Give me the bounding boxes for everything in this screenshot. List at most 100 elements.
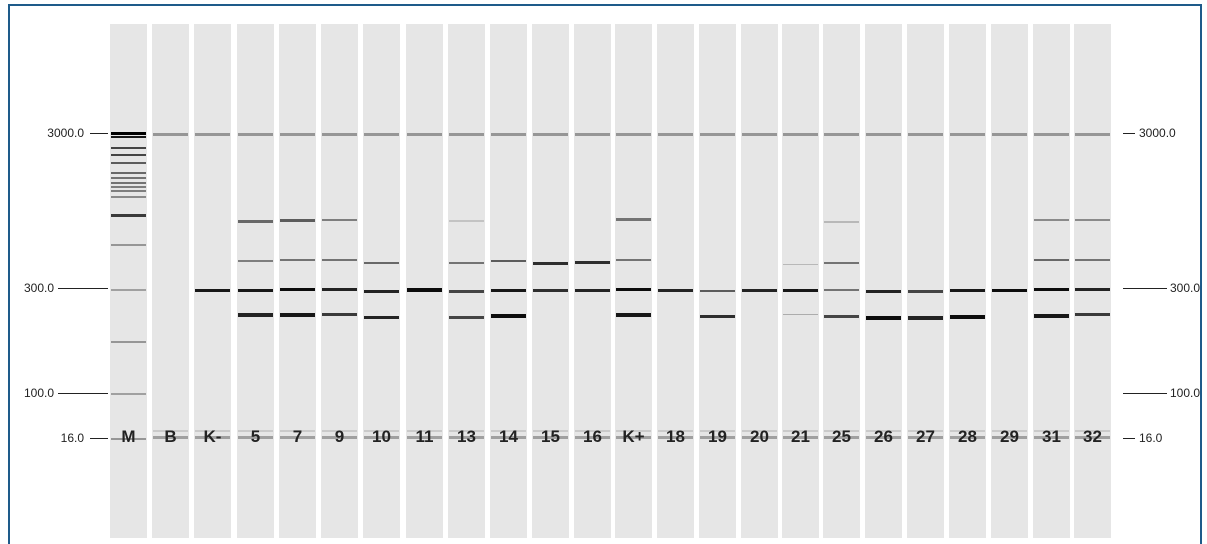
- band: [449, 262, 484, 264]
- band: [195, 436, 230, 439]
- lane-29: [991, 24, 1028, 538]
- band: [364, 133, 399, 136]
- band: [111, 132, 146, 135]
- lane-25: [823, 24, 860, 538]
- marker-label-left-3000: 3000.0: [47, 126, 84, 140]
- band: [824, 315, 859, 318]
- band: [449, 436, 484, 439]
- band: [195, 133, 230, 136]
- band: [950, 430, 985, 432]
- marker-tick-left-100: [58, 393, 108, 394]
- lane-21: [782, 24, 819, 538]
- band: [238, 436, 273, 439]
- band: [322, 436, 357, 439]
- band: [700, 133, 735, 136]
- band: [491, 289, 526, 292]
- band: [700, 430, 735, 432]
- band: [866, 290, 901, 293]
- band: [1034, 430, 1069, 432]
- lane-label: K-: [203, 427, 222, 446]
- lane-label: 19: [708, 427, 727, 446]
- band: [491, 430, 526, 432]
- band: [111, 147, 146, 149]
- band: [449, 316, 484, 319]
- band: [280, 288, 315, 291]
- band: [700, 315, 735, 318]
- band: [616, 288, 651, 291]
- band: [1034, 314, 1069, 318]
- lane-label: 7: [292, 427, 303, 446]
- marker-tick-right-300: [1123, 288, 1167, 289]
- band: [1075, 133, 1110, 136]
- marker-label-right-16: 16.0: [1139, 431, 1163, 445]
- band: [407, 288, 442, 292]
- band: [111, 196, 146, 198]
- lane-label: 32: [1083, 427, 1102, 446]
- band: [908, 133, 943, 136]
- marker-tick-right-3000: [1123, 133, 1135, 134]
- marker-tick-right-100: [1123, 393, 1167, 394]
- band: [575, 261, 610, 264]
- band: [407, 436, 442, 439]
- band: [1075, 288, 1110, 291]
- marker-tick-right-16: [1123, 438, 1135, 439]
- lane-label: 20: [750, 427, 769, 446]
- band: [742, 436, 777, 439]
- marker-label-right-300: 300.0: [1170, 281, 1201, 295]
- band: [533, 262, 568, 265]
- lane-label: 10: [372, 427, 391, 446]
- band: [238, 133, 273, 136]
- band: [1034, 259, 1069, 261]
- marker-label-right-100: 100.0: [1170, 386, 1201, 400]
- band: [950, 436, 985, 439]
- band: [783, 264, 818, 265]
- band: [322, 430, 357, 432]
- lane-7: [279, 24, 316, 538]
- band: [783, 430, 818, 432]
- band: [1075, 430, 1110, 432]
- band: [322, 288, 357, 291]
- band: [616, 259, 651, 261]
- band: [449, 220, 484, 222]
- band: [364, 430, 399, 432]
- lane-label: 16: [583, 427, 602, 446]
- band: [1075, 436, 1110, 439]
- band: [111, 214, 146, 217]
- band: [866, 316, 901, 320]
- marker-tick-left-16: [90, 438, 108, 439]
- band: [111, 244, 146, 246]
- band: [449, 430, 484, 432]
- lane-16: [574, 24, 611, 538]
- band: [364, 290, 399, 293]
- band: [866, 436, 901, 439]
- band: [111, 438, 146, 440]
- band: [616, 313, 651, 317]
- band: [658, 436, 693, 439]
- band: [824, 133, 859, 136]
- band: [111, 289, 146, 291]
- band: [322, 259, 357, 261]
- lane-label: 31: [1042, 427, 1061, 446]
- band: [111, 182, 146, 184]
- band: [491, 436, 526, 439]
- band: [1075, 219, 1110, 221]
- marker-label-left-300: 300.0: [23, 281, 54, 295]
- lane-label: B: [164, 427, 177, 446]
- band: [195, 430, 230, 432]
- band: [575, 289, 610, 292]
- band: [111, 186, 146, 188]
- band: [824, 436, 859, 439]
- band: [280, 313, 315, 317]
- band: [866, 430, 901, 432]
- lane-K+: [615, 24, 652, 538]
- lane-11: [406, 24, 443, 538]
- band: [533, 430, 568, 432]
- band: [111, 154, 146, 156]
- lane-label: 13: [457, 427, 476, 446]
- lane-B: [152, 24, 189, 538]
- lane-20: [741, 24, 778, 538]
- band: [1034, 219, 1069, 221]
- band: [153, 133, 188, 136]
- band: [908, 316, 943, 320]
